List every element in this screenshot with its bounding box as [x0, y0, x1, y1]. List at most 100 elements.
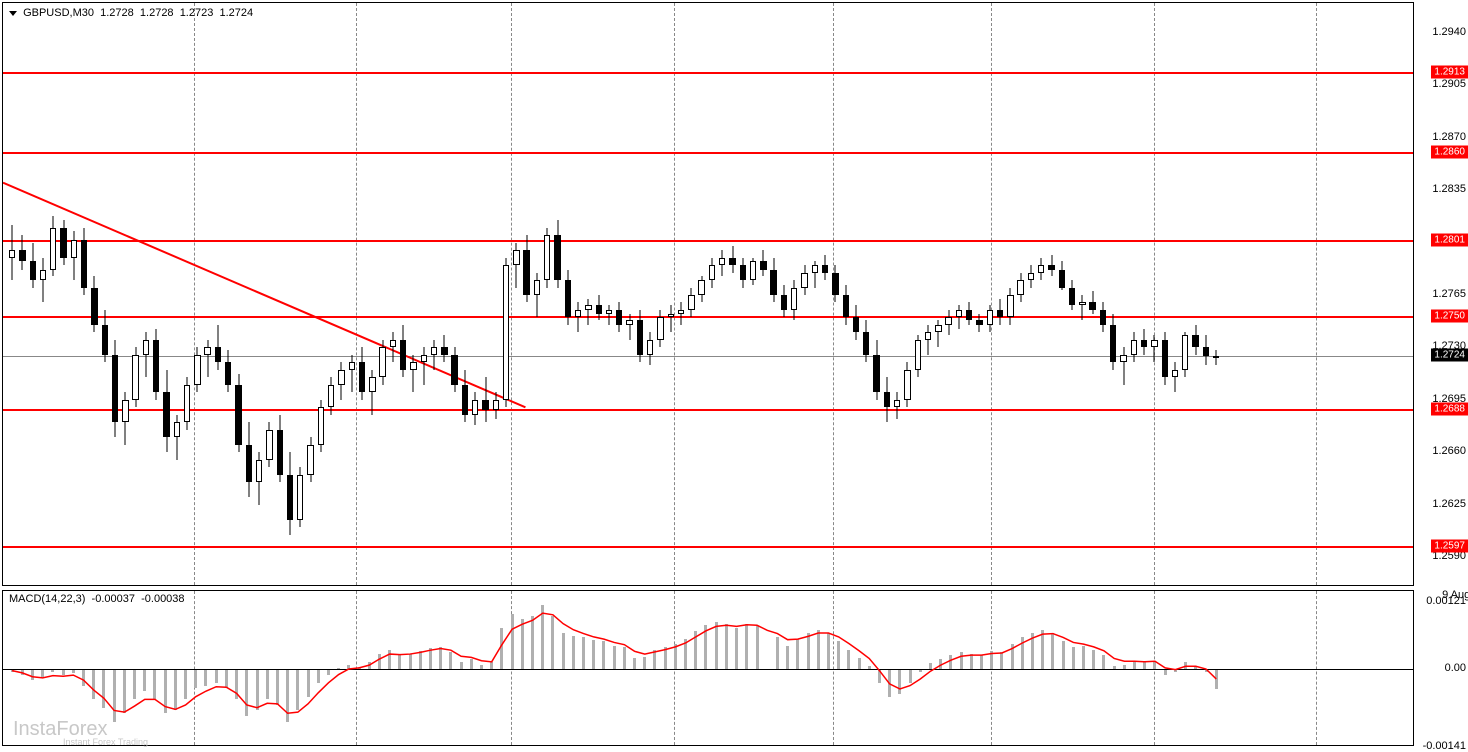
macd-bar: [409, 654, 412, 669]
macd-bar: [623, 647, 626, 669]
level-price-label: 1.2801: [1431, 234, 1468, 247]
macd-bar: [674, 644, 677, 669]
level-price-label: 1.2750: [1431, 310, 1468, 323]
macd-bar: [500, 628, 503, 669]
price-tick: 1.2870: [1432, 131, 1466, 143]
ohlc-close: 1.2724: [219, 7, 253, 19]
macd-bar: [317, 669, 320, 683]
resistance-support-line[interactable]: [3, 546, 1413, 548]
macd-bar: [960, 652, 963, 669]
macd-bar: [1143, 662, 1146, 669]
macd-value-2: -0.00038: [141, 593, 184, 605]
macd-bar: [653, 650, 656, 669]
macd-bar: [245, 669, 248, 716]
macd-bar: [449, 652, 452, 669]
vertical-gridline: [356, 3, 357, 585]
macd-bar: [82, 669, 85, 686]
macd-bar: [521, 619, 524, 669]
macd-bar: [470, 659, 473, 669]
macd-bar: [1133, 661, 1136, 669]
macd-bar: [1082, 646, 1085, 669]
macd-bar: [1153, 661, 1156, 669]
macd-bar: [1031, 633, 1034, 669]
macd-tick: 0.00121: [1426, 595, 1466, 607]
macd-bar: [786, 646, 789, 669]
macd-zero-line: [3, 669, 1413, 670]
macd-bar: [1062, 641, 1065, 669]
macd-tick: -0.00141: [1423, 740, 1466, 752]
macd-bar: [102, 669, 105, 708]
macd-bar: [419, 651, 422, 669]
macd-bar: [909, 669, 912, 683]
resistance-support-line[interactable]: [3, 409, 1413, 411]
macd-bar: [164, 669, 167, 713]
macd-bar: [704, 625, 707, 669]
macd-value-1: -0.00037: [92, 593, 135, 605]
symbol-timeframe: M30: [73, 7, 94, 19]
price-tick: 1.2905: [1432, 78, 1466, 90]
macd-bar: [858, 658, 861, 669]
vertical-gridline: [1316, 591, 1317, 745]
macd-bar: [664, 647, 667, 669]
macd-bar: [633, 658, 636, 669]
vertical-gridline: [1154, 3, 1155, 585]
ohlc-low: 1.2723: [180, 7, 214, 19]
macd-bar: [837, 641, 840, 669]
vertical-gridline: [674, 3, 675, 585]
symbol-name: GBPUSD: [23, 7, 69, 19]
dropdown-triangle-icon[interactable]: [9, 11, 17, 16]
macd-bar: [1092, 650, 1095, 669]
macd-bar: [41, 669, 44, 677]
vertical-gridline: [1316, 3, 1317, 585]
macd-bar: [694, 631, 697, 669]
macd-bar: [92, 669, 95, 699]
resistance-support-line[interactable]: [3, 240, 1413, 242]
macd-bar: [990, 651, 993, 669]
level-price-label: 1.2597: [1431, 539, 1468, 552]
macd-bar: [735, 628, 738, 669]
macd-bar: [490, 662, 493, 669]
macd-bar: [878, 669, 881, 683]
macd-bar: [1102, 655, 1105, 669]
macd-bar: [949, 655, 952, 669]
macd-bar: [174, 669, 177, 710]
macd-panel[interactable]: MACD(14,22,3) -0.00037 -0.00038 InstaFor…: [2, 590, 1414, 746]
price-tick: 1.2940: [1432, 26, 1466, 38]
macd-bar: [715, 622, 718, 669]
resistance-support-line[interactable]: [3, 316, 1413, 318]
macd-bar: [1051, 633, 1054, 669]
macd-bar: [378, 654, 381, 669]
macd-bar: [827, 633, 830, 669]
vertical-gridline: [194, 3, 195, 585]
level-price-label: 1.2913: [1431, 66, 1468, 79]
price-tick: 1.2765: [1432, 288, 1466, 300]
macd-bar: [1072, 647, 1075, 669]
price-tick: 1.2625: [1432, 498, 1466, 510]
price-chart-panel[interactable]: GBPUSD,M30 1.2728 1.2728 1.2723 1.2724 3…: [2, 2, 1414, 586]
macd-bar: [398, 655, 401, 669]
macd-bar: [368, 662, 371, 669]
watermark-subtitle: Instant Forex Trading: [63, 737, 148, 747]
macd-bar: [113, 669, 116, 722]
level-price-label: 1.2860: [1431, 145, 1468, 158]
macd-bar: [980, 655, 983, 669]
trendline: [3, 3, 1415, 587]
resistance-support-line[interactable]: [3, 152, 1413, 154]
level-price-label: 1.2688: [1431, 403, 1468, 416]
macd-tick: 0.00: [1445, 662, 1466, 674]
price-tick: 1.2835: [1432, 183, 1466, 195]
macd-bar: [1000, 652, 1003, 669]
macd-bar: [562, 633, 565, 669]
macd-bar: [184, 669, 187, 699]
ohlc-high: 1.2728: [140, 7, 174, 19]
macd-bar: [194, 669, 197, 688]
macd-bar: [286, 669, 289, 722]
macd-bar: [276, 669, 279, 705]
macd-info-label: MACD(14,22,3) -0.00037 -0.00038: [9, 593, 185, 605]
macd-bar: [256, 669, 259, 710]
macd-bar: [266, 669, 269, 699]
macd-bar: [1021, 637, 1024, 669]
resistance-support-line[interactable]: [3, 72, 1413, 74]
price-tick: 1.2660: [1432, 445, 1466, 457]
macd-bar: [123, 669, 126, 713]
